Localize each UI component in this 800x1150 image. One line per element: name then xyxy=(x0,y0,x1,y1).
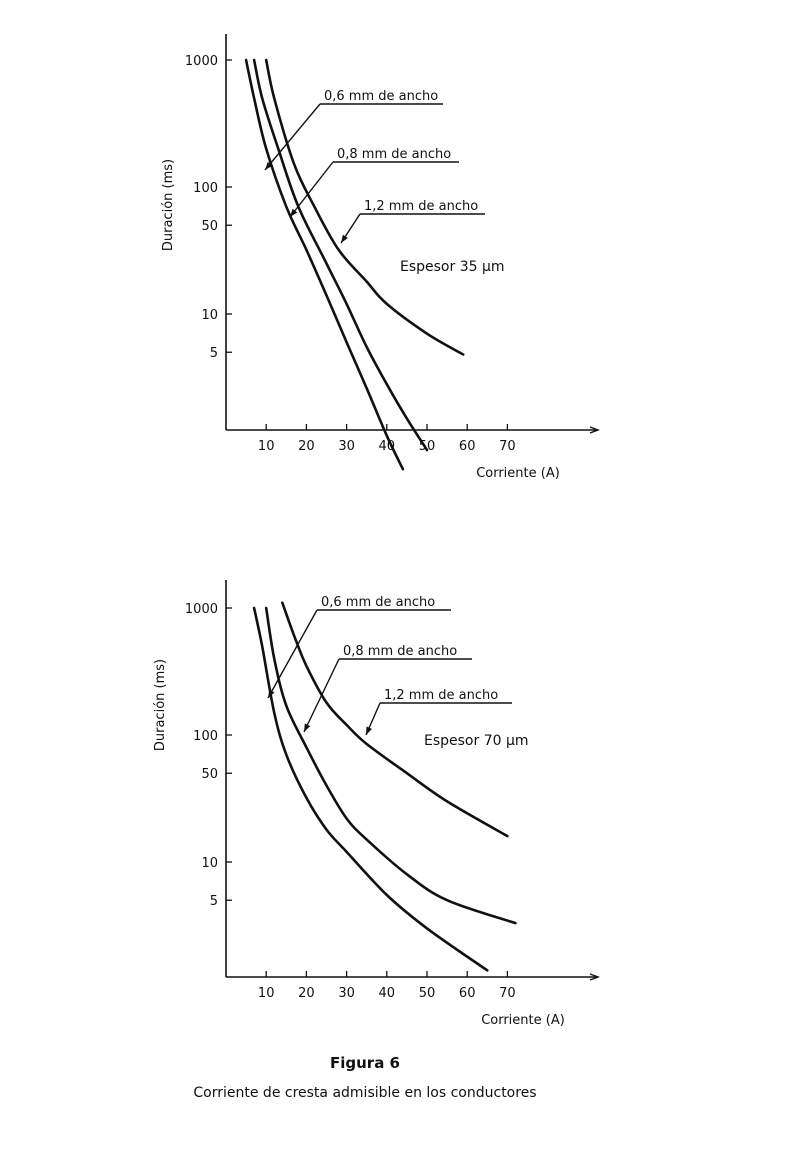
x-tick-label: 60 xyxy=(459,439,476,454)
y-tick-label: 50 xyxy=(201,219,218,234)
series-leader-arrow xyxy=(290,208,298,217)
series-label-2: 0,8 mm de ancho xyxy=(343,644,457,659)
x-tick-label: 10 xyxy=(258,439,275,454)
series-leader-arrow xyxy=(268,689,275,698)
figure-label: Figura 6 xyxy=(330,1054,400,1072)
x-axis-label: Corriente (A) xyxy=(476,466,560,481)
x-tick-label: 30 xyxy=(338,439,355,454)
series-label-3: 1,2 mm de ancho xyxy=(364,199,478,214)
y-tick-label: 1000 xyxy=(185,54,218,69)
x-tick-label: 10 xyxy=(258,986,275,1001)
figure-caption: Corriente de cresta admisible en los con… xyxy=(193,1085,537,1101)
series-leader-line xyxy=(289,161,334,218)
chart-2: 10 20 30 40 50 60 70 1000 100 50 10 5 Corriente (A) D… xyxy=(153,580,600,1028)
series-label-1: 0,6 mm de ancho xyxy=(324,89,438,104)
y-tick-label: 10 xyxy=(201,856,218,871)
y-tick-label: 100 xyxy=(193,729,218,744)
y-tick-label: 50 xyxy=(201,767,218,782)
x-tick-label: 30 xyxy=(338,986,355,1001)
y-axis-label: Duración (ms) xyxy=(161,159,176,251)
x-axis-arrow xyxy=(589,973,600,981)
series-line-3 xyxy=(281,601,509,838)
y-axis-label: Duración (ms) xyxy=(153,659,168,751)
thickness-annotation: Espesor 35 µm xyxy=(400,259,505,275)
series-label-3: 1,2 mm de ancho xyxy=(384,688,498,703)
y-tick-label: 100 xyxy=(193,181,218,196)
series-line-3 xyxy=(264,58,465,356)
series-line-1 xyxy=(244,58,405,471)
series-leader-arrow xyxy=(366,726,372,735)
x-tick-label: 70 xyxy=(499,986,516,1001)
x-tick-label: 20 xyxy=(298,986,315,1001)
x-tick-label: 70 xyxy=(499,439,516,454)
series-leader-line xyxy=(267,609,318,699)
y-tick-label: 5 xyxy=(210,894,218,909)
y-tick-label: 1000 xyxy=(185,602,218,617)
x-tick-label: 20 xyxy=(298,439,315,454)
series-line-2 xyxy=(252,58,429,452)
series-leader-arrow xyxy=(304,723,311,732)
series-leader-arrow xyxy=(341,234,348,243)
series-line-1 xyxy=(252,606,489,972)
series-label-2: 0,8 mm de ancho xyxy=(337,147,451,162)
y-tick-label: 5 xyxy=(210,346,218,361)
series-leader-arrow xyxy=(265,161,273,170)
series-label-1: 0,6 mm de ancho xyxy=(321,595,435,610)
x-tick-label: 50 xyxy=(419,986,436,1001)
x-tick-label: 40 xyxy=(379,986,396,1001)
x-axis-arrow xyxy=(589,426,600,434)
series-line-2 xyxy=(264,606,517,925)
y-tick-label: 10 xyxy=(201,308,218,323)
x-tick-label: 60 xyxy=(459,986,476,1001)
thickness-annotation: Espesor 70 µm xyxy=(424,733,529,749)
x-axis-label: Corriente (A) xyxy=(481,1013,565,1028)
series-leader-line xyxy=(264,103,321,171)
